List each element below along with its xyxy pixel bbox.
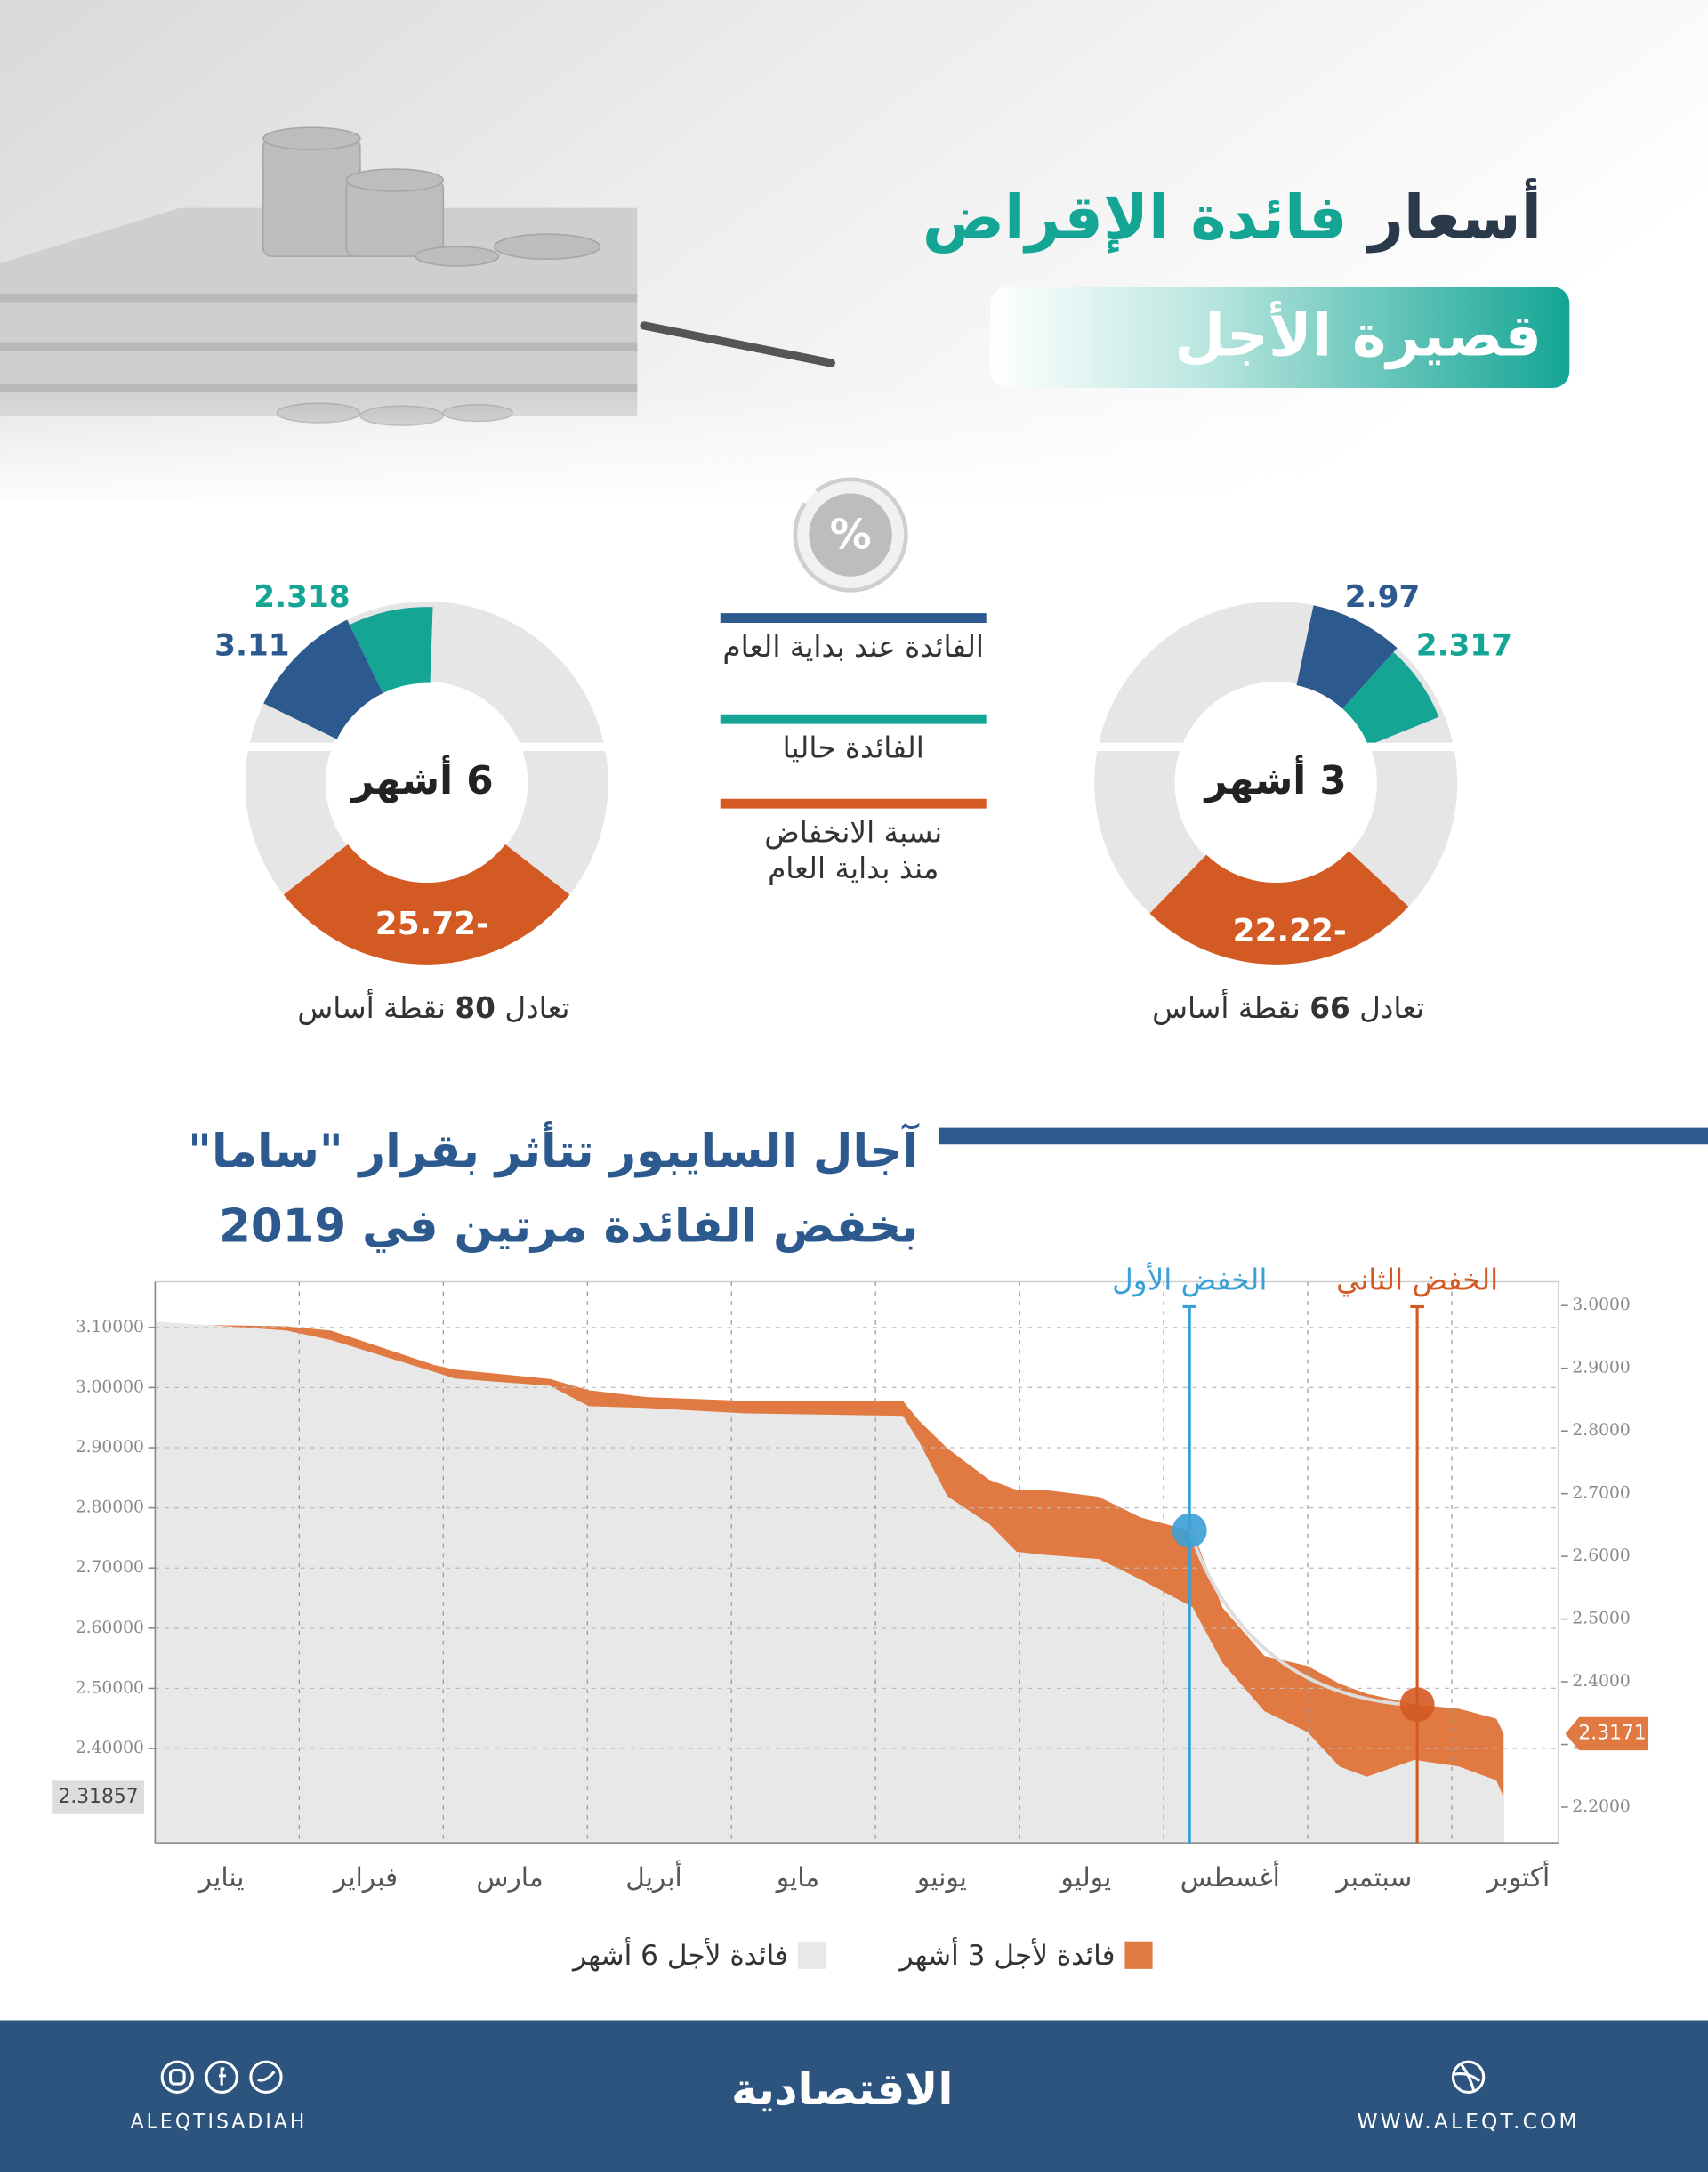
note-part: تعادل	[504, 991, 569, 1025]
y2-tick-label: 2.4000	[1572, 1672, 1630, 1691]
change-rate: 22.22-	[1233, 913, 1347, 949]
y-tick-label: 2.70000	[76, 1558, 144, 1577]
y-tick-label: 3.00000	[76, 1377, 144, 1396]
social-icons	[160, 2060, 1486, 2095]
legend-label: منذ بداية العام	[768, 852, 939, 885]
end-label-box	[1565, 1716, 1649, 1751]
y2-tick-label: 2.6000	[1572, 1546, 1630, 1565]
x-tick-label: أبريل	[625, 1860, 681, 1893]
start-rate: 2.97	[1345, 579, 1421, 615]
svg-text:%: %	[830, 512, 872, 560]
end-value-label: 2.31857	[58, 1786, 138, 1808]
donut-hole	[1176, 682, 1376, 883]
x-tick-label: أغسطس	[1180, 1860, 1280, 1893]
header-subtitle: قصيرة الأجل	[1175, 300, 1543, 370]
subtitle-pill	[990, 287, 1570, 389]
legend-swatch	[1124, 1941, 1153, 1969]
chart-title: بخفض الفائدة مرتين في 2019	[219, 1199, 918, 1253]
annotation-arrow	[1188, 1530, 1406, 1707]
y-tick-label: 2.90000	[76, 1438, 144, 1457]
card-note: تعادل 66 نقطة أساس	[1152, 989, 1424, 1025]
note-part: نقطة أساس	[1152, 989, 1301, 1025]
y2-tick-label: 2.7000	[1572, 1484, 1630, 1503]
card-label: 6 أشهر	[350, 755, 493, 803]
website: WWW.ALEQT.COM	[1357, 2109, 1579, 2134]
note-part: تعادل	[1359, 991, 1424, 1025]
x-tick-label: مارس	[476, 1862, 543, 1893]
note-part: 80	[455, 991, 495, 1025]
annotation-point	[1399, 1687, 1435, 1723]
footer	[0, 2020, 1708, 2172]
end-label-box	[52, 1780, 144, 1814]
header-photo	[0, 0, 1708, 513]
y2-tick-label: 2.5000	[1572, 1610, 1630, 1628]
donuts	[232, 601, 1470, 965]
annotation-label: الخفض الأول	[1112, 1261, 1267, 1296]
percent-icon: %	[793, 477, 908, 593]
current-rate: 2.318	[254, 579, 350, 615]
current-rate: 2.317	[1416, 628, 1512, 664]
y2-tick-label: 3.0000	[1572, 1296, 1630, 1314]
x-tick-label: فبراير	[332, 1862, 398, 1893]
y-tick-label: 2.40000	[76, 1739, 144, 1757]
donut-segment	[349, 607, 433, 694]
annotation-label: الخفض الثاني	[1336, 1263, 1498, 1296]
logo: الاقتصادية	[731, 2063, 953, 2115]
donut-hole	[326, 682, 527, 883]
x-tick-label: يناير	[197, 1862, 245, 1893]
change-rate: 25.72-	[375, 906, 489, 942]
donut-segment	[1296, 605, 1398, 709]
area-series	[155, 1321, 1504, 1844]
card-note: تعادل 80 نقطة أساس	[297, 989, 569, 1025]
legend-label: فائدة لأجل 6 أشهر	[571, 1937, 788, 1972]
y2-tick-label: 2.8000	[1572, 1421, 1630, 1440]
y-tick-label: 2.80000	[76, 1498, 144, 1517]
end-value-label: 2.3171	[1578, 1722, 1646, 1744]
y-tick-label: 3.10000	[76, 1318, 144, 1336]
legend-label: نسبة الانخفاض	[764, 815, 942, 849]
legend-label: الفائدة حاليا	[783, 731, 924, 764]
card-label: 3 أشهر	[1204, 755, 1347, 803]
x-tick-label: مايو	[775, 1862, 819, 1893]
donut-segment	[1342, 651, 1439, 746]
start-rate: 3.11	[214, 628, 290, 664]
x-tick-label: يونيو	[915, 1862, 967, 1893]
donut-segment	[263, 619, 383, 739]
y2-tick-label: 2.2000	[1572, 1797, 1630, 1816]
title-part: فائدة الإقراض	[922, 182, 1348, 254]
note-part: 66	[1309, 991, 1349, 1025]
donut-segment	[1149, 851, 1409, 965]
y2-tick-label: 2.9000	[1572, 1359, 1630, 1377]
header-title: أسعار فائدة الإقراض	[922, 178, 1542, 254]
chart-title: آجال السايبور تتأثر بقرار "ساما"	[188, 1121, 920, 1178]
y-tick-label: 2.50000	[76, 1678, 144, 1697]
note-part: نقطة أساس	[297, 989, 446, 1025]
legend-swatch	[797, 1941, 826, 1969]
x-tick-label: سبتمبر	[1334, 1862, 1412, 1893]
legend-label: الفائدة عند بداية العام	[722, 630, 984, 664]
x-tick-label: أكتوبر	[1485, 1860, 1550, 1893]
legend-label: فائدة لأجل 3 أشهر	[898, 1937, 1116, 1972]
area-chart: يناير فبراير مارس أبريل مايو يونيو يوليو أغسطس س…	[52, 1261, 1649, 1972]
title-part: أسعار	[1366, 178, 1542, 254]
y-tick-label: 2.60000	[76, 1619, 144, 1637]
x-tick-label: يوليو	[1059, 1862, 1111, 1893]
donut-segment	[283, 844, 570, 965]
annotation-point	[1172, 1513, 1207, 1548]
social-handle: ALEQTISADIAH	[131, 2111, 308, 2134]
